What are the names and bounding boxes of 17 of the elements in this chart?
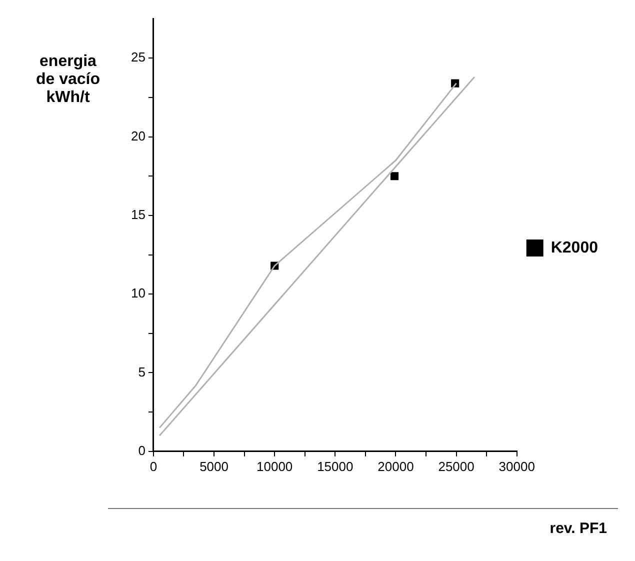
x-tick-label: 20000 [378, 458, 414, 474]
y-tick-label: 15 [130, 207, 146, 222]
y-tick-label: 10 [130, 286, 146, 301]
y-axis-title: energia de vacío kWh/t [34, 53, 102, 107]
y-tick-label: 5 [138, 364, 146, 380]
y-tick-label: 20 [130, 128, 146, 144]
x-tick-label: 25000 [438, 458, 474, 474]
x-tick-label: 30000 [498, 458, 535, 474]
x-axis-title: rev. PF1 [550, 520, 607, 537]
point [390, 172, 399, 180]
y-tick-label: 25 [130, 50, 146, 65]
x-tick-label: 10000 [256, 458, 293, 474]
x-tick-label: 0 [150, 458, 158, 474]
x-tick-label: 5000 [200, 458, 228, 474]
legend-label: K2000 [550, 239, 598, 256]
y-tick-label: 0 [138, 442, 146, 458]
x-tick-label: 15000 [317, 458, 354, 474]
